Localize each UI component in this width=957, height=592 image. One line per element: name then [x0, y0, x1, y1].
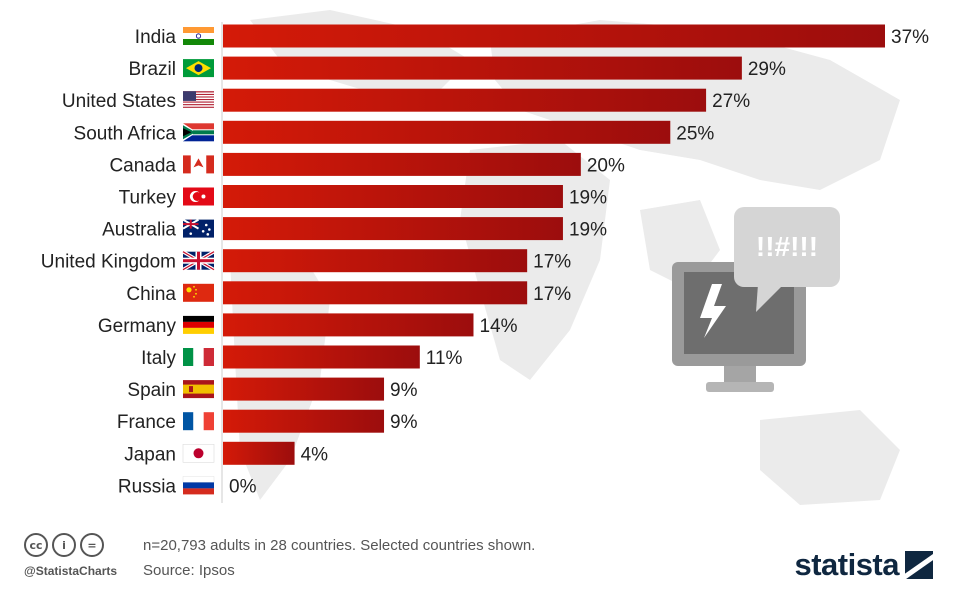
category-label: Russia: [118, 476, 177, 497]
bar-spain: [223, 377, 385, 401]
bar-france: [223, 409, 385, 433]
bar-italy: [223, 345, 420, 369]
cc-icon: cc: [24, 533, 48, 557]
japan-flag-icon: [182, 443, 215, 463]
category-label: India: [135, 27, 177, 48]
category-label: South Africa: [74, 123, 177, 144]
turkey-flag-icon: [183, 187, 214, 206]
bar-canada: [223, 152, 581, 176]
australia-flag-icon: [182, 218, 214, 238]
no-derivatives-icon: =: [80, 533, 104, 557]
bar-japan: [223, 441, 295, 465]
india-flag-icon: [183, 27, 214, 45]
bar-chart: 37% India 29% Brazil 27% United States 25% Sout…: [41, 22, 929, 503]
value-label: 14%: [479, 316, 517, 337]
category-label: Spain: [127, 380, 176, 401]
value-label: 4%: [301, 444, 329, 465]
sample-note: n=20,793 adults in 28 countries. Selecte…: [143, 537, 536, 554]
value-label: 0%: [229, 476, 257, 497]
value-label: 9%: [390, 380, 418, 401]
value-label: 20%: [587, 155, 625, 176]
germany-flag-icon: [183, 315, 214, 334]
bar-south-africa: [223, 120, 671, 144]
attribution-icon: i: [52, 533, 76, 557]
bar-united-states: [223, 88, 707, 112]
value-label: 29%: [748, 59, 786, 80]
china-flag-icon: [183, 283, 214, 302]
bar-australia: [223, 217, 563, 241]
footer: cc i = @StatistaCharts n=20,793 adults i…: [0, 525, 957, 592]
computer-cursing-icon: !!#!!!: [672, 207, 840, 392]
bar-germany: [223, 313, 474, 337]
france-flag-icon: [183, 412, 214, 431]
spain-flag-icon: [183, 380, 214, 399]
category-label: Australia: [102, 220, 176, 241]
italy-flag-icon: [183, 348, 214, 366]
bar-india: [223, 24, 885, 48]
category-label: United States: [62, 91, 176, 112]
category-label: Turkey: [119, 188, 177, 209]
brand-name: statista: [794, 547, 899, 582]
united-kingdom-flag-icon: [182, 250, 215, 272]
category-label: Canada: [109, 155, 176, 176]
united-states-flag-icon: [183, 91, 214, 110]
category-label: France: [117, 412, 176, 433]
creative-commons-icons: cc i =: [24, 533, 104, 557]
russia-flag-icon: [182, 476, 215, 495]
twitter-handle: @StatistaCharts: [24, 564, 118, 578]
value-label: 19%: [569, 188, 607, 209]
value-label: 27%: [712, 91, 750, 112]
category-label: Italy: [141, 348, 176, 369]
category-label: Brazil: [128, 59, 176, 80]
value-label: 37%: [891, 27, 929, 48]
south-africa-flag-icon: [183, 123, 214, 142]
category-label: Germany: [98, 316, 177, 337]
brazil-flag-icon: [183, 59, 214, 78]
source-note: Source: Ipsos: [143, 562, 235, 579]
category-label: Japan: [124, 444, 176, 465]
category-label: China: [126, 284, 176, 305]
canada-flag-icon: [183, 155, 214, 174]
bar-china: [223, 281, 528, 305]
bar-turkey: [223, 185, 563, 208]
value-label: 25%: [676, 123, 714, 144]
statista-logo: statista: [794, 547, 933, 583]
statista-mark-icon: [905, 551, 933, 579]
bubble-text: !!#!!!: [756, 231, 818, 262]
value-label: 17%: [533, 284, 571, 305]
value-label: 9%: [390, 412, 418, 433]
value-label: 17%: [533, 252, 571, 273]
bar-united-kingdom: [223, 249, 528, 273]
bar-brazil: [223, 56, 742, 80]
category-label: United Kingdom: [41, 252, 176, 273]
value-label: 19%: [569, 220, 607, 241]
value-label: 11%: [426, 348, 463, 369]
